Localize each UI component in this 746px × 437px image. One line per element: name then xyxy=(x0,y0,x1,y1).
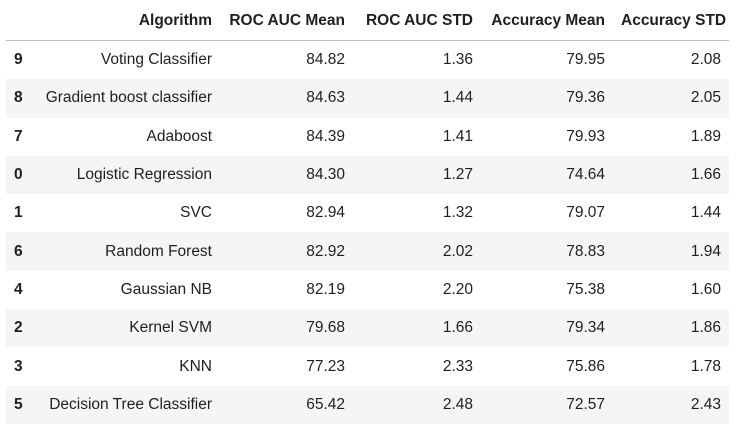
accuracy-std-cell: 1.86 xyxy=(690,319,721,337)
column-header-algorithm: Algorithm xyxy=(30,2,220,41)
table-row: 7 Adaboost 84.39 1.41 79.93 1.89 xyxy=(6,118,729,156)
row-index: 9 xyxy=(14,51,23,69)
accuracy-mean-cell: 72.57 xyxy=(566,395,605,413)
accuracy-mean-cell: 79.93 xyxy=(566,127,605,145)
roc-auc-std-cell: 1.32 xyxy=(442,204,473,222)
algorithm-cell: Kernel SVM xyxy=(129,319,212,337)
row-index: 1 xyxy=(14,204,23,222)
roc-auc-mean-cell: 84.63 xyxy=(306,89,345,107)
accuracy-std-cell: 1.66 xyxy=(690,166,721,184)
row-index: 2 xyxy=(14,319,23,337)
roc-auc-std-cell: 1.27 xyxy=(442,166,473,184)
roc-auc-mean-cell: 84.39 xyxy=(306,127,345,145)
algorithm-cell: Adaboost xyxy=(146,127,213,145)
row-index: 3 xyxy=(14,357,23,375)
table-header: Algorithm ROC AUC Mean ROC AUC STD Accur… xyxy=(6,2,729,41)
algorithm-cell: Decision Tree Classifier xyxy=(49,395,212,413)
roc-auc-mean-cell: 82.92 xyxy=(306,242,345,260)
row-index: 7 xyxy=(14,127,23,145)
accuracy-std-cell: 1.78 xyxy=(690,357,721,375)
algorithm-cell: KNN xyxy=(179,357,212,375)
algorithm-cell: Gaussian NB xyxy=(120,280,212,298)
accuracy-std-cell: 1.94 xyxy=(690,242,721,260)
algorithm-cell: Gradient boost classifier xyxy=(45,89,212,107)
row-index: 0 xyxy=(14,166,23,184)
roc-auc-std-cell: 2.48 xyxy=(442,395,473,413)
roc-auc-mean-cell: 77.23 xyxy=(306,357,345,375)
accuracy-std-cell: 2.05 xyxy=(690,89,721,107)
roc-auc-std-cell: 2.33 xyxy=(442,357,473,375)
accuracy-std-cell: 1.44 xyxy=(690,204,721,222)
accuracy-mean-cell: 78.83 xyxy=(566,242,605,260)
table-row: 1 SVC 82.94 1.32 79.07 1.44 xyxy=(6,194,729,232)
accuracy-mean-cell: 75.38 xyxy=(566,280,605,298)
accuracy-std-cell: 1.89 xyxy=(690,127,721,145)
table-row: 4 Gaussian NB 82.19 2.20 75.38 1.60 xyxy=(6,271,729,309)
header-row: Algorithm ROC AUC Mean ROC AUC STD Accur… xyxy=(6,2,729,41)
accuracy-std-cell: 1.60 xyxy=(690,280,721,298)
roc-auc-std-cell: 2.02 xyxy=(442,242,473,260)
algorithm-cell: Random Forest xyxy=(105,242,212,260)
algorithm-cell: Logistic Regression xyxy=(76,166,212,184)
accuracy-mean-cell: 79.95 xyxy=(566,51,605,69)
accuracy-mean-cell: 79.34 xyxy=(566,319,605,337)
roc-auc-mean-cell: 82.19 xyxy=(306,280,345,298)
accuracy-mean-cell: 75.86 xyxy=(566,357,605,375)
table-row: 6 Random Forest 82.92 2.02 78.83 1.94 xyxy=(6,232,729,271)
accuracy-mean-cell: 74.64 xyxy=(566,166,605,184)
roc-auc-std-cell: 1.41 xyxy=(442,127,473,145)
table-row: 2 Kernel SVM 79.68 1.66 79.34 1.86 xyxy=(6,309,729,348)
index-column-header xyxy=(6,2,30,41)
table-row: 5 Decision Tree Classifier 65.42 2.48 72… xyxy=(6,385,729,424)
results-dataframe: Algorithm ROC AUC Mean ROC AUC STD Accur… xyxy=(6,2,729,424)
column-header-accuracy-mean: Accuracy Mean xyxy=(481,2,613,41)
roc-auc-std-cell: 1.66 xyxy=(442,319,473,337)
accuracy-mean-cell: 79.07 xyxy=(566,204,605,222)
accuracy-std-cell: 2.43 xyxy=(690,395,721,413)
column-header-roc-auc-mean: ROC AUC Mean xyxy=(220,2,353,41)
roc-auc-mean-cell: 84.82 xyxy=(306,51,345,69)
table-row: 0 Logistic Regression 84.30 1.27 74.64 1… xyxy=(6,155,729,195)
table-row: 9 Voting Classifier 84.82 1.36 79.95 2.0… xyxy=(6,41,729,80)
accuracy-std-cell: 2.08 xyxy=(690,51,721,69)
algorithm-cell: SVC xyxy=(180,204,212,222)
row-index: 4 xyxy=(14,280,23,298)
row-index: 5 xyxy=(14,395,23,413)
row-index: 6 xyxy=(14,242,23,260)
column-header-accuracy-std: Accuracy STD xyxy=(613,2,729,41)
roc-auc-mean-cell: 82.94 xyxy=(306,204,345,222)
row-index: 8 xyxy=(14,89,23,107)
roc-auc-std-cell: 1.36 xyxy=(442,51,473,69)
accuracy-mean-cell: 79.36 xyxy=(566,89,605,107)
table-row: 8 Gradient boost classifier 84.63 1.44 7… xyxy=(6,79,729,118)
column-header-roc-auc-std: ROC AUC STD xyxy=(353,2,481,41)
roc-auc-mean-cell: 84.30 xyxy=(306,166,345,184)
roc-auc-mean-cell: 65.42 xyxy=(306,395,345,413)
roc-auc-mean-cell: 79.68 xyxy=(306,319,345,337)
algorithm-cell: Voting Classifier xyxy=(100,51,212,69)
table-row: 3 KNN 77.23 2.33 75.86 1.78 xyxy=(6,347,729,385)
roc-auc-std-cell: 1.44 xyxy=(442,89,473,107)
table-body: 9 Voting Classifier 84.82 1.36 79.95 2.0… xyxy=(6,41,729,424)
roc-auc-std-cell: 2.20 xyxy=(442,280,473,298)
